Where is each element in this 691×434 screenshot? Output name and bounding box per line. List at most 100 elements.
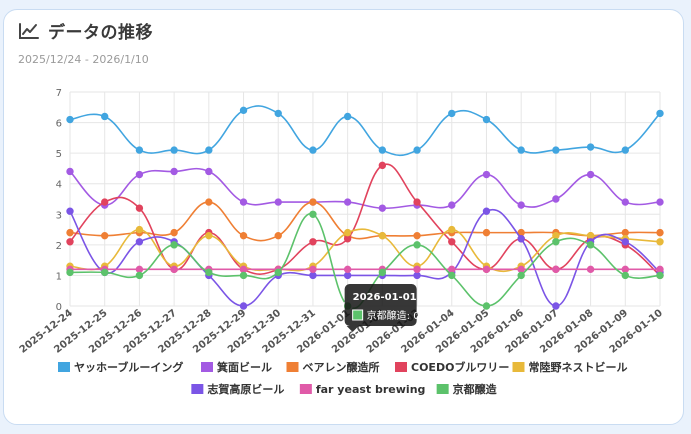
legend-swatch[interactable] [58, 362, 70, 372]
legend-label[interactable]: 志賀高原ビール [207, 382, 284, 396]
data-point[interactable] [309, 271, 317, 280]
data-point[interactable] [482, 115, 491, 124]
data-point[interactable] [170, 146, 178, 154]
data-point[interactable] [274, 231, 282, 240]
data-point[interactable] [552, 302, 560, 310]
data-point[interactable] [101, 112, 109, 121]
data-point[interactable] [517, 271, 525, 280]
data-point[interactable] [170, 228, 178, 237]
series-line[interactable] [69, 167, 661, 210]
data-point[interactable] [66, 238, 74, 246]
data-point[interactable] [309, 238, 317, 246]
series-line[interactable] [69, 105, 661, 157]
data-point[interactable] [482, 207, 491, 215]
data-point[interactable] [309, 198, 317, 206]
data-point[interactable] [621, 146, 629, 154]
data-point[interactable] [517, 146, 525, 154]
data-point[interactable] [101, 268, 109, 277]
data-point[interactable] [309, 146, 317, 154]
data-point[interactable] [517, 235, 525, 243]
data-point[interactable] [586, 143, 595, 151]
data-point[interactable] [239, 106, 248, 115]
data-point[interactable] [101, 198, 109, 206]
legend-label[interactable]: COEDOブルワリー [411, 360, 509, 374]
data-point[interactable] [448, 271, 456, 280]
data-point[interactable] [621, 271, 629, 280]
data-point[interactable] [135, 204, 144, 212]
legend-label[interactable]: 箕面ビール [216, 360, 272, 374]
data-point[interactable] [482, 170, 491, 179]
legend-swatch[interactable] [191, 384, 204, 394]
series-line[interactable] [69, 163, 661, 277]
data-point[interactable] [343, 235, 352, 243]
data-point[interactable] [239, 265, 248, 274]
data-point[interactable] [205, 146, 213, 154]
data-point[interactable] [274, 198, 282, 206]
data-point[interactable] [378, 161, 387, 170]
data-point[interactable] [656, 198, 664, 206]
data-point[interactable] [239, 231, 248, 240]
data-point[interactable] [552, 146, 560, 154]
data-point[interactable] [552, 231, 560, 240]
data-point[interactable] [656, 228, 664, 237]
data-point[interactable] [343, 228, 352, 237]
data-point[interactable] [448, 238, 456, 246]
data-point[interactable] [448, 109, 456, 118]
data-point[interactable] [482, 228, 491, 237]
data-point[interactable] [586, 231, 595, 240]
legend-label[interactable]: ヤッホーブルーイング [74, 360, 183, 374]
data-point[interactable] [586, 265, 595, 274]
data-point[interactable] [517, 265, 525, 274]
legend-swatch[interactable] [299, 384, 312, 394]
series-line[interactable] [69, 201, 661, 242]
legend-label[interactable]: ベアレン醸造所 [303, 360, 380, 374]
data-point[interactable] [274, 109, 282, 118]
data-point[interactable] [205, 231, 213, 240]
data-point[interactable] [413, 271, 421, 280]
data-point[interactable] [552, 195, 560, 203]
data-point[interactable] [135, 146, 144, 154]
legend-label[interactable]: 京都醸造 [453, 382, 498, 396]
data-point[interactable] [413, 231, 421, 240]
data-point[interactable] [135, 271, 144, 280]
legend-swatch[interactable] [436, 384, 449, 394]
legend-swatch[interactable] [286, 362, 299, 372]
data-point[interactable] [274, 268, 282, 277]
data-point[interactable] [656, 265, 664, 274]
data-point[interactable] [239, 271, 248, 280]
data-point[interactable] [205, 268, 213, 277]
legend-label[interactable]: 常陸野ネストビール [529, 360, 628, 374]
data-point[interactable] [343, 198, 352, 206]
data-point[interactable] [170, 167, 178, 176]
data-point[interactable] [170, 265, 178, 274]
data-point[interactable] [656, 238, 664, 246]
data-point[interactable] [343, 112, 352, 121]
data-point[interactable] [205, 198, 213, 206]
data-point[interactable] [135, 170, 144, 179]
legend-swatch[interactable] [395, 362, 407, 372]
legend-swatch[interactable] [512, 362, 525, 372]
data-point[interactable] [66, 268, 74, 277]
data-point[interactable] [413, 198, 421, 206]
data-point[interactable] [621, 265, 629, 274]
data-point[interactable] [656, 271, 664, 280]
data-point[interactable] [378, 231, 387, 240]
data-point[interactable] [448, 201, 456, 209]
legend-swatch[interactable] [201, 362, 213, 372]
data-point[interactable] [66, 167, 74, 176]
data-point[interactable] [378, 204, 387, 212]
data-point[interactable] [343, 265, 352, 274]
data-point[interactable] [482, 265, 491, 274]
data-point[interactable] [378, 146, 387, 154]
data-point[interactable] [413, 265, 421, 274]
data-point[interactable] [309, 265, 317, 274]
data-point[interactable] [378, 268, 387, 277]
data-point[interactable] [309, 210, 317, 218]
data-point[interactable] [66, 207, 74, 215]
data-point[interactable] [552, 265, 560, 274]
data-point[interactable] [586, 170, 595, 179]
data-point[interactable] [239, 302, 248, 310]
data-point[interactable] [135, 238, 144, 246]
data-point[interactable] [66, 115, 74, 124]
data-point[interactable] [135, 225, 144, 234]
